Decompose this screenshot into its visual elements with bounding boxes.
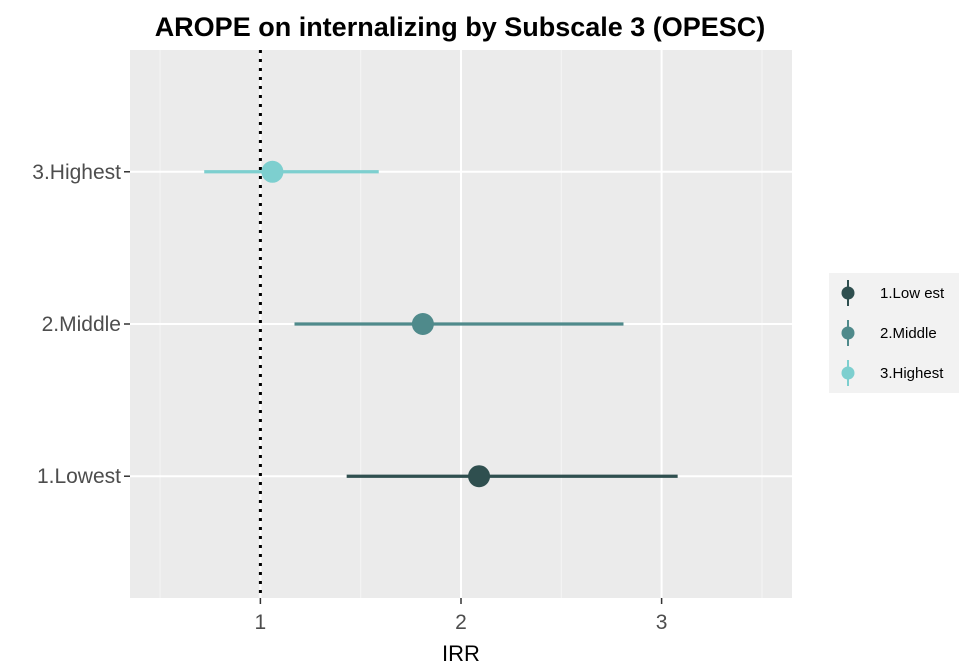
- legend-key-point: [841, 286, 855, 300]
- point-2.Middle: [411, 313, 434, 335]
- legend-label: 1.Low est: [880, 285, 945, 302]
- legend-label: 3.Highest: [880, 365, 944, 382]
- y-tick-label: 2.Middle: [42, 313, 121, 336]
- chart-title: AROPE on internalizing by Subscale 3 (OP…: [155, 12, 766, 42]
- x-tick-label: 2: [455, 611, 467, 634]
- legend: 1.Low est 2.Middle 3.Highest: [829, 273, 959, 393]
- x-tick-label: 1: [255, 611, 267, 634]
- legend-label: 2.Middle: [880, 325, 937, 342]
- x-axis: 1 2 3: [255, 598, 668, 634]
- y-tick-label: 3.Highest: [32, 161, 121, 184]
- y-axis: 1.Lowest 2.Middle 3.Highest: [32, 161, 130, 488]
- y-tick-label: 1.Lowest: [37, 465, 121, 488]
- legend-key-point: [841, 366, 855, 380]
- confidence-intervals: [204, 170, 678, 478]
- estimate-points: [261, 160, 491, 488]
- x-axis-title: IRR: [442, 641, 480, 666]
- x-tick-label: 3: [656, 611, 668, 634]
- point-1.Lowest: [468, 465, 491, 488]
- legend-key-point: [841, 326, 855, 340]
- point-3.Highest: [261, 160, 284, 183]
